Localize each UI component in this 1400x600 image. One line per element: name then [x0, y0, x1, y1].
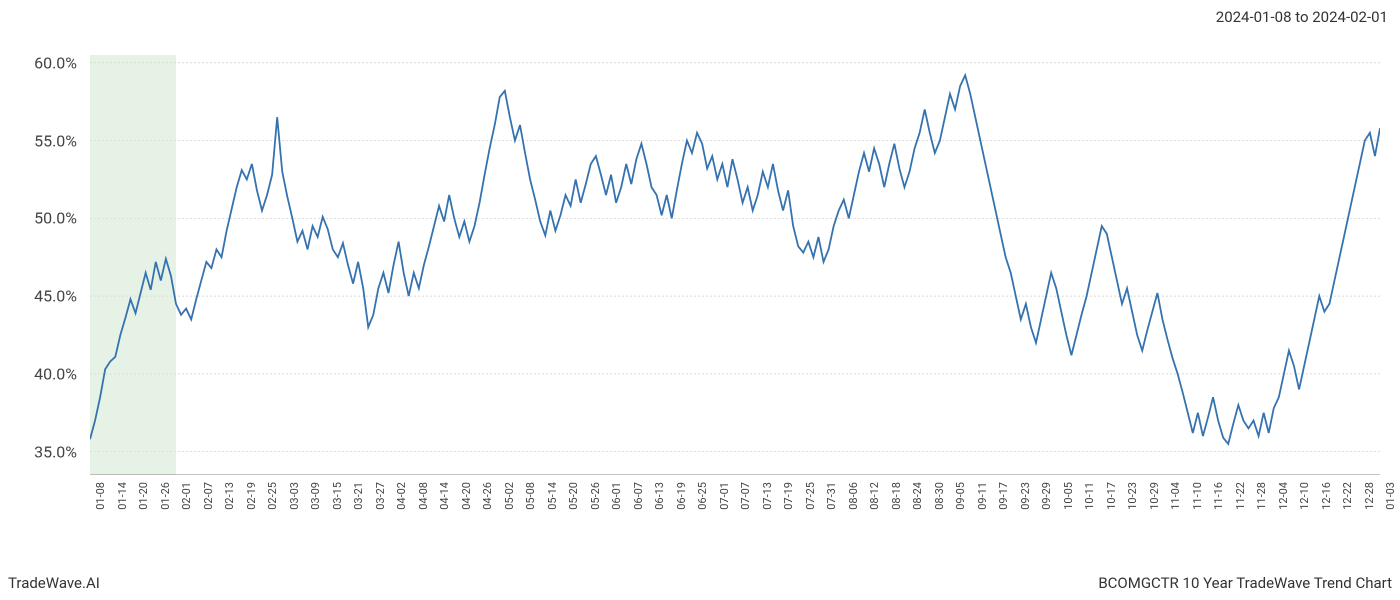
x-tick-label: 06-19: [675, 482, 688, 510]
data-line: [90, 75, 1380, 444]
chart-svg: [90, 55, 1380, 475]
x-tick-label: 04-26: [481, 482, 494, 510]
x-tick-label: 05-08: [524, 482, 537, 510]
x-tick-label: 12-10: [1298, 482, 1311, 510]
x-tick-label: 01-03: [1384, 482, 1397, 510]
x-tick-label: 08-12: [868, 482, 881, 510]
y-tick-label: 40.0%: [34, 364, 77, 383]
x-tick-label: 03-27: [374, 482, 387, 510]
x-tick-label: 07-01: [718, 482, 731, 510]
x-tick-label: 05-20: [567, 482, 580, 510]
x-tick-label: 07-07: [739, 482, 752, 510]
x-tick-label: 09-17: [997, 482, 1010, 510]
x-tick-label: 06-13: [653, 482, 666, 510]
x-tick-label: 04-20: [460, 482, 473, 510]
x-tick-label: 04-02: [395, 482, 408, 510]
y-tick-label: 50.0%: [34, 209, 77, 228]
x-tick-label: 09-29: [1040, 482, 1053, 510]
x-tick-label: 02-19: [245, 482, 258, 510]
x-tick-label: 04-08: [417, 482, 430, 510]
footer-brand: TradeWave.AI: [8, 574, 100, 592]
x-tick-label: 12-04: [1277, 482, 1290, 510]
x-tick-label: 02-07: [202, 482, 215, 510]
x-tick-label: 09-11: [976, 482, 989, 510]
x-tick-label: 07-25: [804, 482, 817, 510]
x-tick-label: 03-21: [352, 482, 365, 510]
x-tick-label: 08-30: [933, 482, 946, 510]
x-tick-label: 10-05: [1062, 482, 1075, 510]
x-tick-label: 02-25: [266, 482, 279, 510]
highlight-band: [90, 55, 176, 475]
x-tick-label: 06-01: [610, 482, 623, 510]
x-tick-label: 11-16: [1212, 482, 1225, 510]
y-tick-label: 35.0%: [34, 442, 77, 461]
x-tick-label: 01-14: [116, 482, 129, 510]
x-tick-label: 11-28: [1255, 482, 1268, 510]
x-tick-label: 07-13: [761, 482, 774, 510]
x-tick-label: 10-23: [1126, 482, 1139, 510]
x-tick-label: 12-22: [1341, 482, 1354, 510]
x-tick-label: 05-14: [546, 482, 559, 510]
x-axis-labels: 01-08 01-14 01-20 01-26 02-01 02-07 02-13 02-19…: [90, 478, 1380, 558]
x-tick-label: 10-11: [1083, 482, 1096, 510]
x-tick-label: 08-06: [847, 482, 860, 510]
x-tick-label: 06-07: [632, 482, 645, 510]
footer-title: BCOMGCTR 10 Year TradeWave Trend Chart: [1098, 574, 1392, 592]
x-tick-label: 07-19: [782, 482, 795, 510]
x-tick-label: 02-13: [223, 482, 236, 510]
x-tick-label: 10-29: [1148, 482, 1161, 510]
date-range: 2024-01-08 to 2024-02-01: [1216, 8, 1388, 26]
x-tick-label: 12-28: [1363, 482, 1376, 510]
x-tick-label: 03-15: [331, 482, 344, 510]
x-tick-label: 03-09: [309, 482, 322, 510]
y-tick-label: 45.0%: [34, 287, 77, 306]
x-tick-label: 03-03: [288, 482, 301, 510]
x-tick-label: 08-24: [911, 482, 924, 510]
x-tick-label: 09-23: [1019, 482, 1032, 510]
y-tick-label: 60.0%: [34, 53, 77, 72]
x-tick-label: 06-25: [696, 482, 709, 510]
x-tick-label: 01-26: [159, 482, 172, 510]
x-tick-label: 09-05: [954, 482, 967, 510]
x-tick-label: 05-26: [589, 482, 602, 510]
x-tick-label: 11-22: [1234, 482, 1247, 510]
x-tick-label: 01-08: [94, 482, 107, 510]
x-tick-label: 01-20: [137, 482, 150, 510]
x-tick-label: 11-10: [1191, 482, 1204, 510]
y-tick-label: 55.0%: [34, 131, 77, 150]
x-tick-label: 08-18: [890, 482, 903, 510]
chart-container: [90, 55, 1380, 475]
x-tick-label: 07-31: [825, 482, 838, 510]
x-tick-label: 12-16: [1320, 482, 1333, 510]
y-axis-labels: 35.0% 40.0% 45.0% 50.0% 55.0% 60.0%: [0, 55, 85, 475]
x-tick-label: 04-14: [438, 482, 451, 510]
x-tick-label: 02-01: [180, 482, 193, 510]
x-tick-label: 11-04: [1169, 482, 1182, 510]
x-tick-label: 05-02: [503, 482, 516, 510]
x-tick-label: 10-17: [1105, 482, 1118, 510]
